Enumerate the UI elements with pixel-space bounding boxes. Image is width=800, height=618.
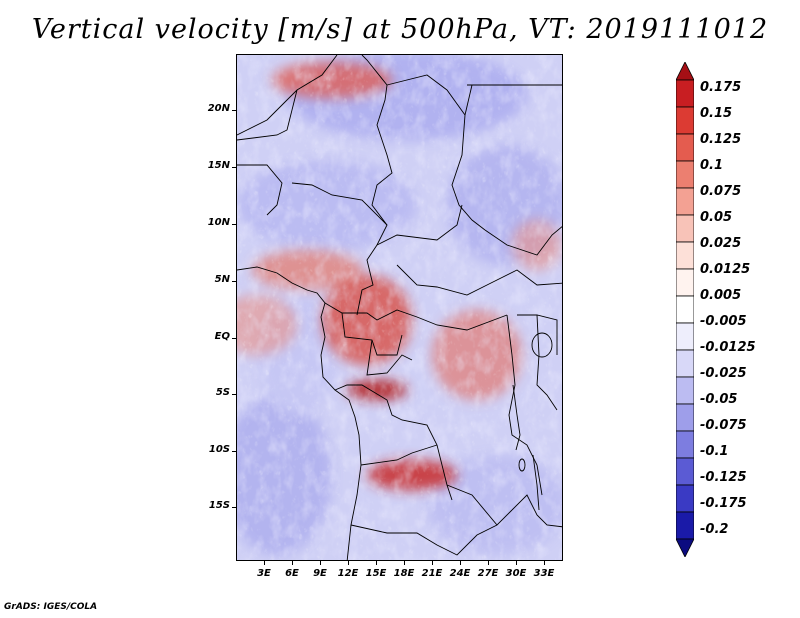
lon-tick [460, 561, 461, 565]
colorbar-segment [676, 268, 694, 297]
lon-label-27e: 27E [477, 568, 499, 579]
colorbar-segment [676, 133, 694, 162]
colorbar-segment [676, 106, 694, 135]
lat-label-5n: 5N [214, 274, 230, 285]
colorbar-label: 0.125 [700, 132, 742, 147]
lat-label-10s: 10S [208, 444, 230, 455]
colorbar-label: 0.05 [700, 210, 733, 225]
lon-tick [264, 561, 265, 565]
colorbar-label: 0.075 [700, 184, 742, 199]
lon-tick [488, 561, 489, 565]
vertical-velocity-field [237, 55, 562, 560]
lat-tick [232, 394, 236, 395]
lat-tick [232, 224, 236, 225]
lon-label-3e: 3E [257, 568, 271, 579]
lon-label-33e: 33E [533, 568, 555, 579]
lon-label-30e: 30E [505, 568, 527, 579]
lon-tick [292, 561, 293, 565]
colorbar-label: -0.05 [700, 392, 738, 407]
colorbar-label: -0.075 [700, 418, 747, 433]
lon-label-21e: 21E [421, 568, 443, 579]
colorbar-label: 0.1 [700, 158, 724, 173]
colorbar-segment [676, 79, 694, 108]
lat-label-15n: 15N [207, 160, 230, 171]
lon-label-6e: 6E [285, 568, 299, 579]
lon-tick [544, 561, 545, 565]
lon-label-24e: 24E [449, 568, 471, 579]
lat-label-15s: 15S [208, 500, 230, 511]
lat-tick [232, 110, 236, 111]
colorbar-label: 0.0125 [700, 262, 751, 277]
colorbar-segment [676, 322, 694, 351]
lon-tick [432, 561, 433, 565]
lon-tick [404, 561, 405, 565]
colorbar-label: -0.0125 [700, 340, 756, 355]
lat-tick [232, 281, 236, 282]
colorbar-label: -0.175 [700, 496, 747, 511]
colorbar [676, 62, 694, 557]
colorbar-segment [676, 430, 694, 459]
lat-label-5s: 5S [215, 387, 230, 398]
colorbar-label: -0.025 [700, 366, 747, 381]
map-panel [236, 54, 563, 561]
colorbar-segment [676, 214, 694, 243]
colorbar-segment [676, 538, 694, 557]
lon-label-18e: 18E [393, 568, 415, 579]
colorbar-label: 0.025 [700, 236, 742, 251]
lat-tick [232, 451, 236, 452]
colorbar-segment [676, 457, 694, 486]
colorbar-segment [676, 349, 694, 378]
lon-tick [516, 561, 517, 565]
lat-label-eq: EQ [214, 331, 230, 342]
colorbar-label: -0.2 [700, 522, 729, 537]
colorbar-segment [676, 295, 694, 324]
colorbar-label: 0.15 [700, 106, 733, 121]
lon-tick [320, 561, 321, 565]
lat-tick [232, 507, 236, 508]
colorbar-segment [676, 511, 694, 540]
colorbar-label: -0.125 [700, 470, 747, 485]
colorbar-segment [676, 376, 694, 405]
lon-tick [348, 561, 349, 565]
lat-tick [232, 167, 236, 168]
colorbar-segment [676, 241, 694, 270]
grads-credit: GrADS: IGES/COLA [4, 602, 98, 612]
lat-tick [232, 338, 236, 339]
colorbar-segment [676, 484, 694, 513]
colorbar-segment [676, 403, 694, 432]
lat-label-20n: 20N [207, 103, 230, 114]
lon-label-12e: 12E [337, 568, 359, 579]
colorbar-segment [676, 187, 694, 216]
colorbar-segment [676, 62, 694, 81]
lon-tick [376, 561, 377, 565]
colorbar-label: -0.005 [700, 314, 747, 329]
plot-title: Vertical velocity [m/s] at 500hPa, VT: 2… [31, 14, 769, 45]
lat-label-10n: 10N [207, 217, 230, 228]
lon-label-15e: 15E [365, 568, 387, 579]
colorbar-label: 0.175 [700, 80, 742, 95]
colorbar-segment [676, 160, 694, 189]
colorbar-label: -0.1 [700, 444, 729, 459]
lon-label-9e: 9E [313, 568, 327, 579]
colorbar-label: 0.005 [700, 288, 742, 303]
